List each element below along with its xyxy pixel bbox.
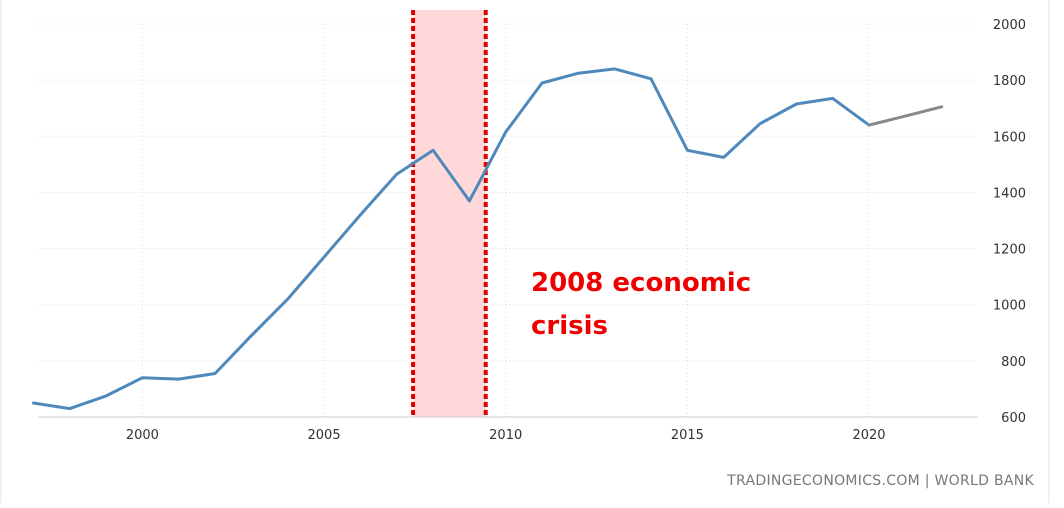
x-tick-label-2000: 2000	[126, 428, 159, 443]
y-tick-label-800: 800	[1001, 355, 1026, 370]
y-tick-label-1200: 1200	[993, 243, 1026, 258]
source-credit: TRADINGECONOMICS.COM | WORLD BANK	[726, 473, 1034, 489]
crisis-highlight	[413, 10, 486, 417]
crisis-annotation-line-1: 2008 economic	[531, 268, 751, 298]
crisis-annotation-line-2: crisis	[531, 311, 608, 341]
x-tick-label-2005: 2005	[308, 428, 341, 443]
y-tick-label-1400: 1400	[993, 186, 1026, 201]
series-1-line	[869, 107, 942, 125]
x-tick-label-2010: 2010	[489, 428, 522, 443]
y-tick-label-1600: 1600	[993, 130, 1026, 145]
crisis-band	[413, 10, 486, 417]
x-tick-label-2020: 2020	[852, 428, 885, 443]
y-tick-label-600: 600	[1001, 411, 1026, 426]
y-tick-label-1800: 1800	[993, 74, 1026, 89]
y-tick-label-1000: 1000	[993, 299, 1026, 314]
annotation-layer: 2008 economic crisis TRADINGECONOMICS.COM …	[531, 268, 1035, 489]
x-tick-label-2015: 2015	[671, 428, 704, 443]
y-tick-label-2000: 2000	[993, 18, 1026, 33]
